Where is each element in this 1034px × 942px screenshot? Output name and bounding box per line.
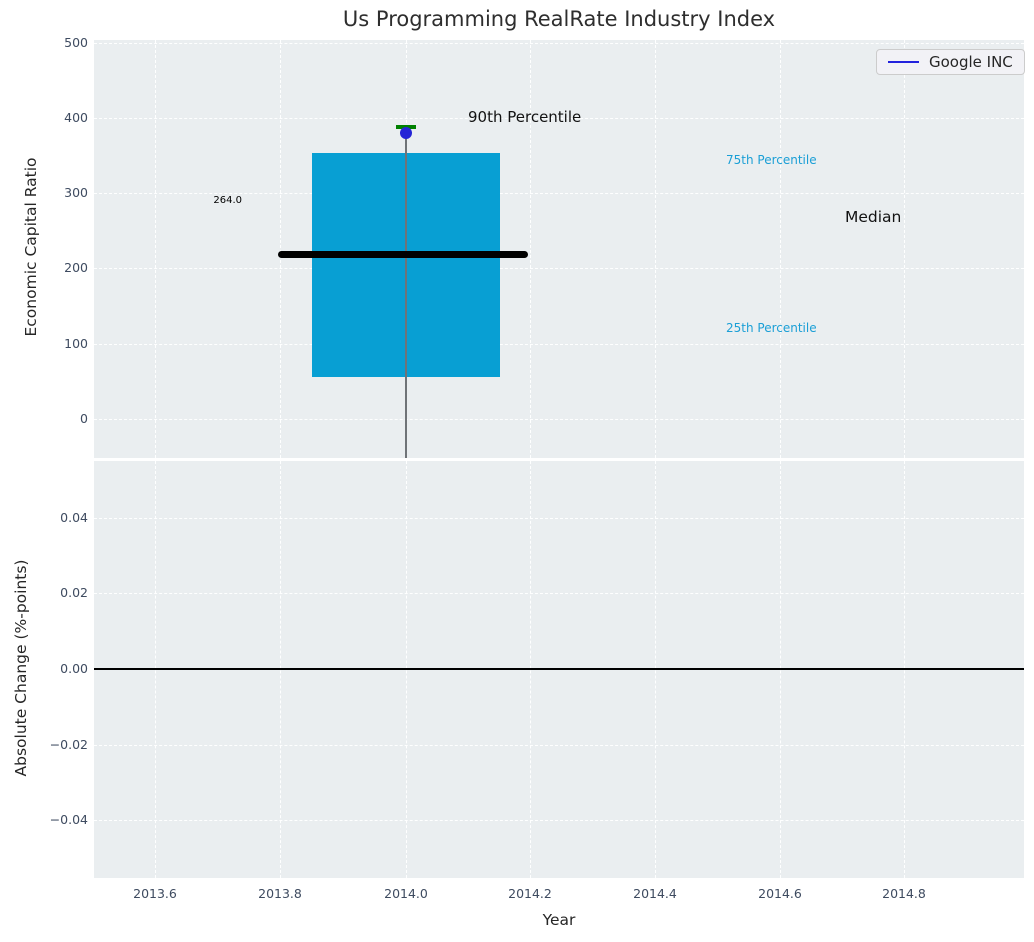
p75-label: 75th Percentile (726, 153, 817, 167)
gridline-v (904, 40, 905, 458)
xtick: 2013.6 (133, 886, 177, 901)
p90-cap-marker (396, 125, 416, 129)
xtick: 2014.6 (758, 886, 802, 901)
gridline-h (94, 118, 1024, 119)
gridline-v (780, 40, 781, 458)
gridline-v (280, 40, 281, 458)
xtick: 2014.8 (882, 886, 926, 901)
ytick-top: 400 (64, 110, 88, 125)
gridline-h (94, 344, 1024, 345)
gridline-h (94, 745, 1024, 746)
legend-line-sample (888, 60, 919, 64)
legend-box: Google INC (876, 49, 1025, 75)
x-axis-label: Year (542, 911, 576, 929)
gridline-h (94, 419, 1024, 420)
xtick: 2014.0 (384, 886, 428, 901)
gridline-h (94, 268, 1024, 269)
gridline-v (655, 40, 656, 458)
xtick: 2014.2 (508, 886, 552, 901)
median-line (278, 251, 528, 258)
p90-label: 90th Percentile (468, 108, 582, 126)
median-value-annotation: 264.0 (213, 195, 242, 206)
gridline-h (94, 193, 1024, 194)
ytick-bottom: 0.02 (60, 585, 88, 600)
zero-change-line (94, 668, 1024, 670)
ytick-top: 100 (64, 336, 88, 351)
gridline-v (530, 40, 531, 458)
xtick: 2014.4 (633, 886, 677, 901)
gridline-v (155, 40, 156, 458)
p25-label: 25th Percentile (726, 321, 817, 335)
whisker-line (405, 132, 407, 458)
median-label: Median (845, 208, 902, 226)
ytick-bottom: −0.04 (49, 812, 88, 827)
bottom-subplot-area (94, 461, 1024, 878)
gridline-h (94, 820, 1024, 821)
ytick-top: 200 (64, 260, 88, 275)
ytick-top: 300 (64, 185, 88, 200)
company-value-dot (400, 127, 412, 139)
top-subplot-area: 264.0 90th Percentile 75th Percentile Me… (94, 40, 1025, 458)
ytick-top: 500 (64, 35, 88, 50)
legend-label: Google INC (929, 53, 1013, 71)
bottom-y-axis-label: Absolute Change (%-points) (12, 559, 30, 777)
chart-title: Us Programming RealRate Industry Index (342, 7, 776, 31)
top-y-axis-label: Economic Capital Ratio (22, 157, 40, 337)
ytick-bottom: 0.00 (60, 661, 88, 676)
ytick-bottom: −0.02 (49, 737, 88, 752)
gridline-h (94, 43, 1024, 44)
ytick-top: 0 (80, 411, 88, 426)
gridline-h (94, 518, 1024, 519)
ytick-bottom: 0.04 (60, 510, 88, 525)
gridline-h (94, 593, 1024, 594)
xtick: 2013.8 (258, 886, 302, 901)
